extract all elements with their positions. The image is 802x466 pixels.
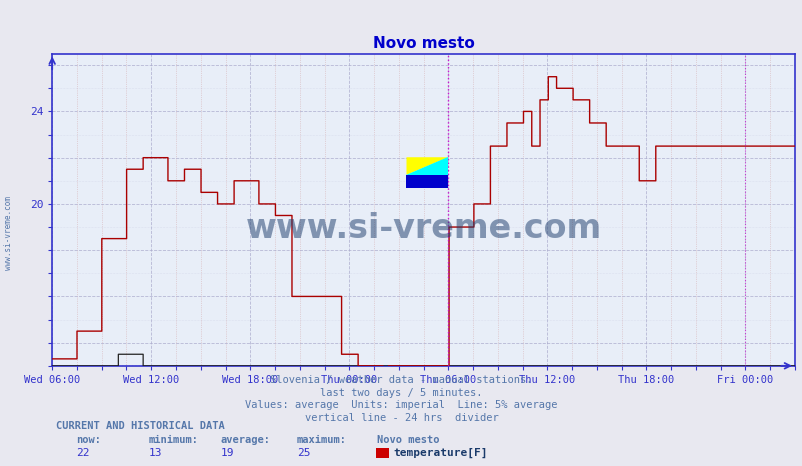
Text: 25: 25: [297, 448, 310, 458]
Polygon shape: [406, 157, 448, 175]
Text: minimum:: minimum:: [148, 435, 198, 445]
FancyBboxPatch shape: [406, 175, 448, 188]
Text: CURRENT AND HISTORICAL DATA: CURRENT AND HISTORICAL DATA: [56, 421, 225, 431]
Text: Novo mesto: Novo mesto: [377, 435, 439, 445]
Text: vertical line - 24 hrs  divider: vertical line - 24 hrs divider: [304, 413, 498, 423]
Text: last two days / 5 minutes.: last two days / 5 minutes.: [320, 388, 482, 397]
Text: maximum:: maximum:: [297, 435, 346, 445]
Text: 13: 13: [148, 448, 162, 458]
Text: www.si-vreme.com: www.si-vreme.com: [3, 196, 13, 270]
Text: 22: 22: [76, 448, 90, 458]
Text: now:: now:: [76, 435, 101, 445]
Text: 19: 19: [221, 448, 234, 458]
Polygon shape: [406, 157, 448, 175]
Text: Values: average  Units: imperial  Line: 5% average: Values: average Units: imperial Line: 5%…: [245, 400, 557, 410]
Text: average:: average:: [221, 435, 270, 445]
Text: Slovenia / weather data - manual stations.: Slovenia / weather data - manual station…: [270, 375, 532, 385]
Title: Novo mesto: Novo mesto: [372, 36, 474, 51]
Text: temperature[F]: temperature[F]: [393, 448, 488, 458]
Text: www.si-vreme.com: www.si-vreme.com: [245, 212, 601, 245]
